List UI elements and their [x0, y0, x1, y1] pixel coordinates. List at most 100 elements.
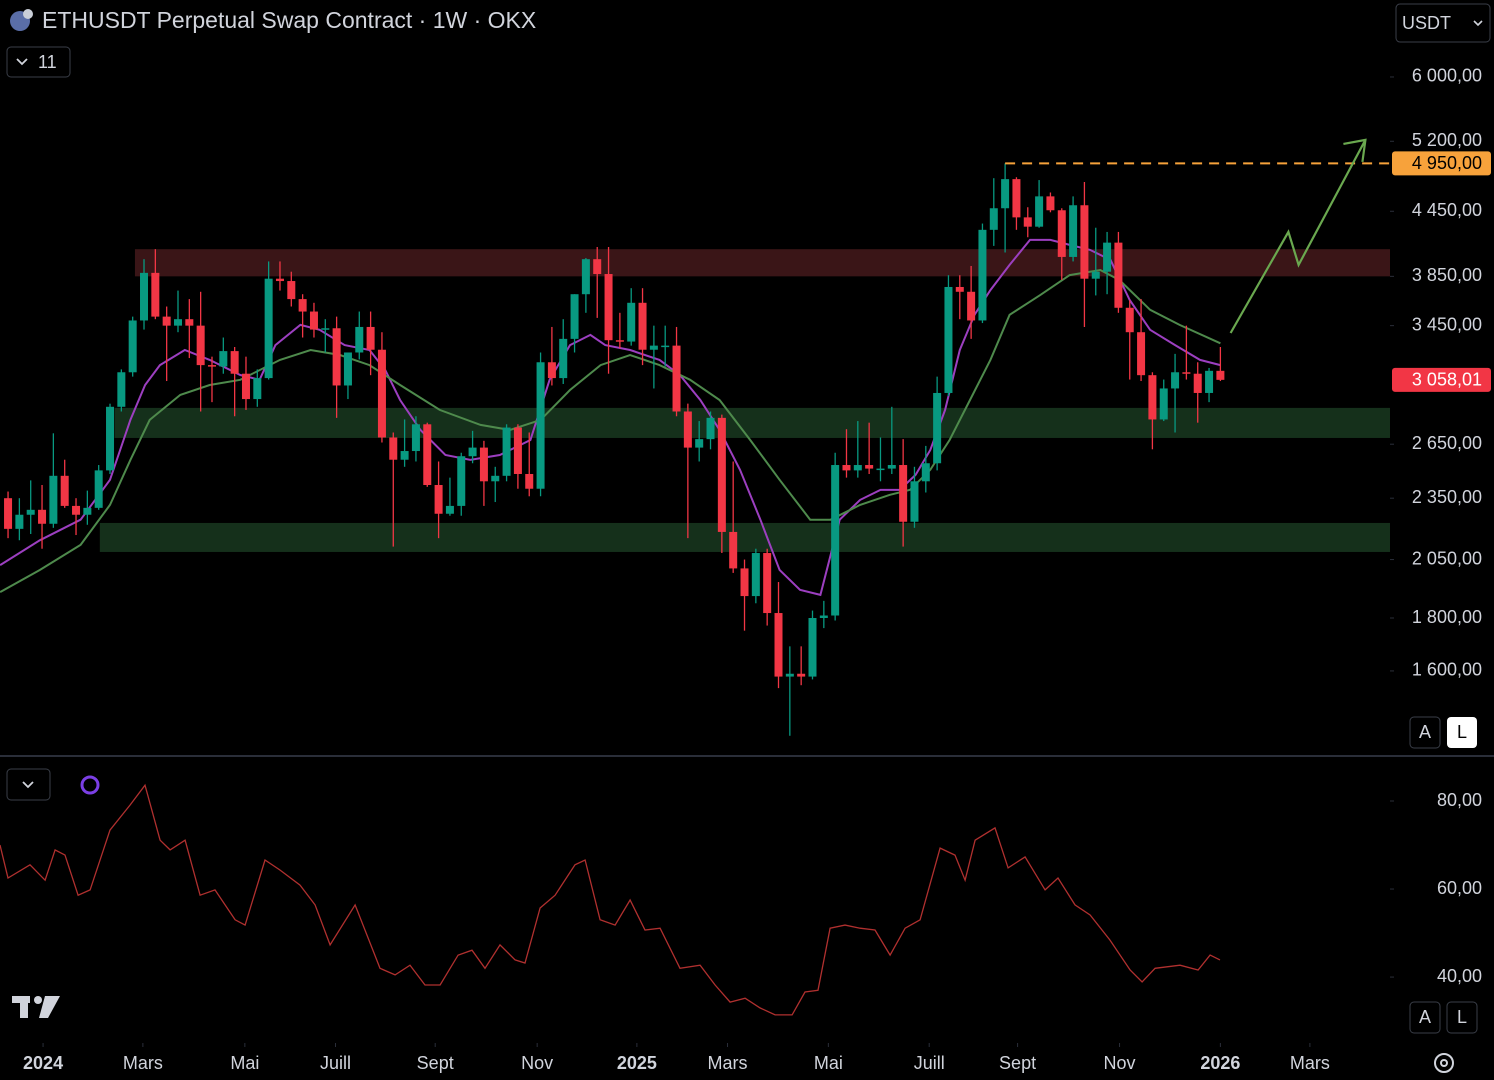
candle-body	[819, 615, 828, 619]
y-tick-label: 5 200,00	[1412, 130, 1482, 150]
candle-body	[219, 351, 228, 367]
candle-body	[377, 349, 386, 438]
candle-body	[389, 437, 398, 460]
candle-body	[1103, 242, 1112, 272]
candle-body	[366, 326, 375, 350]
y-tick-label: 60,00	[1437, 878, 1482, 898]
candle-body	[117, 372, 126, 407]
candle-body	[774, 613, 783, 677]
pane-auto-button[interactable]: A	[1409, 1001, 1441, 1034]
y-tick-label: 6 000,00	[1412, 66, 1482, 86]
candle-body	[910, 481, 919, 522]
candle-body	[1001, 179, 1010, 209]
candle-body	[94, 470, 103, 508]
candle-body	[106, 406, 115, 471]
candle-body	[332, 328, 341, 386]
candle-body	[865, 465, 874, 469]
candle-body	[763, 553, 772, 614]
candle-body	[26, 509, 35, 515]
candle-body	[1125, 307, 1134, 333]
candle-body	[72, 505, 81, 515]
candle-body	[967, 291, 976, 321]
y-tick-label: 1 600,00	[1412, 660, 1482, 680]
indicator-line	[0, 268, 1221, 593]
candle-body	[445, 505, 454, 514]
x-tick-label: Juill	[914, 1053, 945, 1073]
y-tick-label: 80,00	[1437, 790, 1482, 810]
candle-body	[525, 473, 534, 489]
x-tick-label: Sept	[999, 1053, 1036, 1073]
rsi-pane: 40,00 60,00 80,00	[0, 783, 1482, 1016]
candle-body	[1080, 205, 1089, 279]
zone	[99, 522, 1391, 552]
y-tick-label: 1 800,00	[1412, 607, 1482, 627]
candle-body	[355, 326, 364, 353]
candle-body	[423, 424, 432, 485]
pane-collapse-button[interactable]	[6, 768, 51, 801]
candle-body	[1182, 372, 1191, 374]
candle-body	[785, 673, 794, 677]
candle-body	[479, 447, 488, 482]
candle-body	[831, 465, 840, 616]
candle-body	[1046, 196, 1055, 211]
candle-body	[60, 475, 69, 506]
candle-body	[921, 463, 930, 482]
candle-body	[128, 320, 137, 373]
x-tick-label: Sept	[417, 1053, 454, 1073]
price-tag	[1392, 151, 1491, 176]
candle-body	[808, 618, 817, 677]
log-scale-button[interactable]: L	[1447, 717, 1477, 748]
price-tag-label: 4 950,00	[1412, 153, 1482, 173]
candle-body	[207, 365, 216, 367]
candle-body	[1091, 271, 1100, 279]
candle-body	[638, 302, 647, 350]
candle-body	[343, 352, 352, 386]
candle-body	[899, 465, 908, 522]
candle-body	[1137, 332, 1146, 376]
candle-body	[797, 673, 806, 677]
projection-arrow	[1229, 139, 1367, 334]
candle-body	[1171, 372, 1180, 389]
candle-body	[740, 568, 749, 597]
candle-body	[661, 345, 670, 348]
candle-body	[649, 345, 658, 350]
candle-body	[411, 424, 420, 452]
candle-body	[196, 325, 205, 366]
settings-gear[interactable]	[1434, 1053, 1454, 1073]
candle-body	[241, 373, 250, 400]
zone	[134, 249, 1391, 277]
y-tick-label: 40,00	[1437, 966, 1482, 986]
x-tick-label: Nov	[521, 1053, 553, 1073]
candle-body	[683, 411, 692, 448]
candle-body	[536, 362, 545, 489]
candle-body	[581, 259, 590, 295]
indicator-line	[0, 783, 1221, 1016]
candle-body	[1057, 210, 1066, 257]
candle-body	[83, 507, 92, 515]
candle-body	[717, 417, 726, 532]
x-tick-label: Mars	[123, 1053, 163, 1073]
candle-body	[593, 259, 602, 275]
indicators-toggle[interactable]: 11	[6, 46, 71, 78]
candle-body	[275, 278, 284, 282]
x-tick-label: Nov	[1104, 1053, 1136, 1073]
pane-log-button[interactable]: L	[1446, 1001, 1478, 1034]
candle-body	[162, 316, 171, 326]
candle-body	[955, 286, 964, 292]
candle-body	[1035, 196, 1044, 227]
auto-scale-button[interactable]: A	[1409, 716, 1441, 749]
candle-body	[49, 475, 58, 524]
x-tick-label: Mars	[1290, 1053, 1330, 1073]
pane-auto-label: A	[1419, 1007, 1431, 1027]
tradingview-logo	[12, 996, 60, 1018]
refresh-icon[interactable]	[80, 775, 100, 795]
currency-select[interactable]: USDT	[1395, 3, 1491, 43]
price-tag-label: 3 058,01	[1412, 370, 1482, 390]
candle-body	[978, 229, 987, 321]
symbol-title: ETHUSDT Perpetual Swap Contract · 1W · O…	[42, 7, 536, 33]
candle-body	[1193, 373, 1202, 393]
candle-body	[491, 475, 500, 482]
